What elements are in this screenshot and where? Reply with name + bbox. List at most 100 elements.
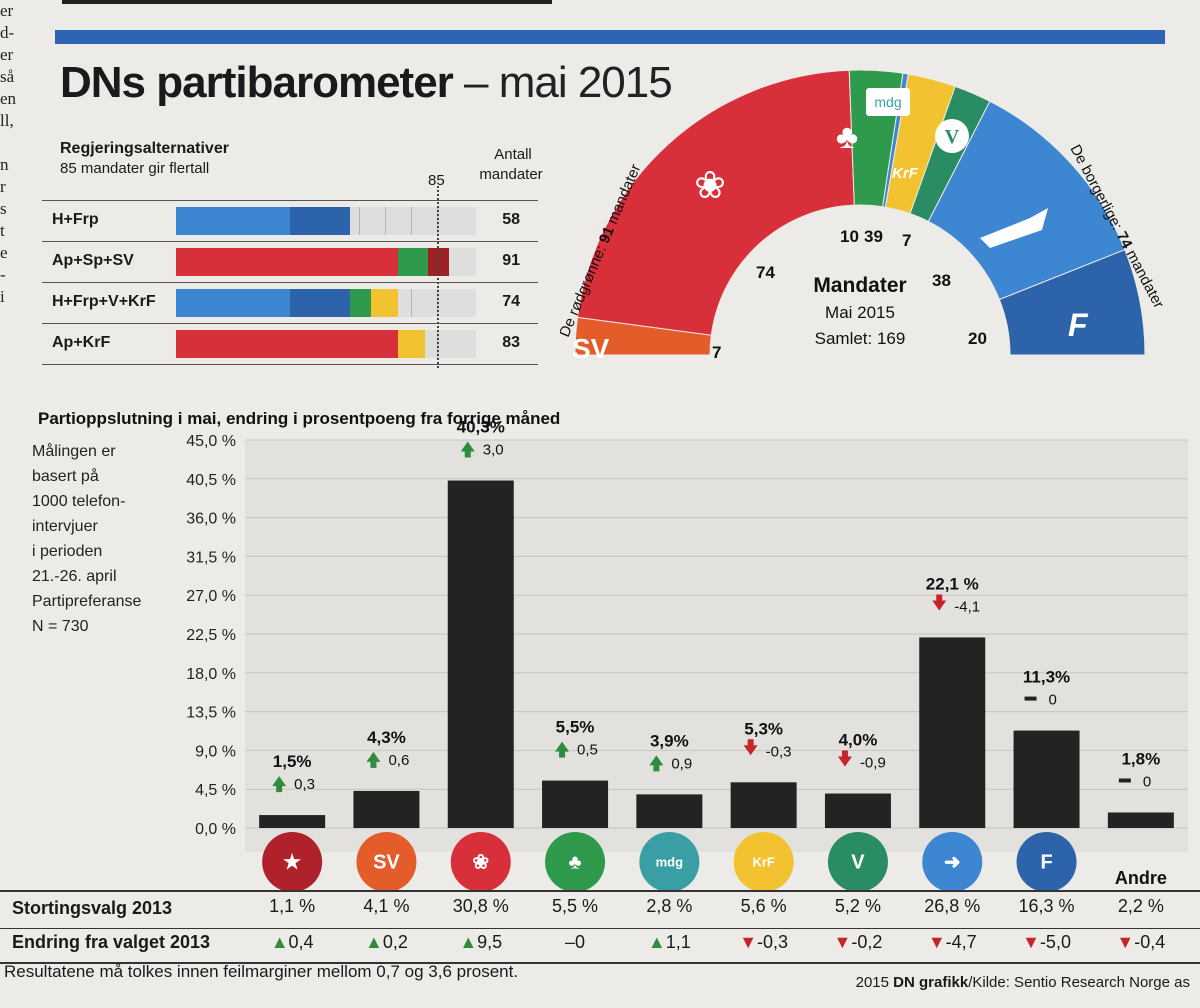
y-tick-label: 31,5 % (186, 549, 236, 566)
bar-change-label: 0,9 (671, 755, 692, 772)
seat-label-sv: 7 (712, 343, 721, 362)
change-value: 9,5 (477, 932, 503, 952)
gov-heading: Regjeringsalternativer (60, 140, 229, 157)
change-down-arrow-icon (837, 750, 852, 767)
change-value: 0 (575, 932, 586, 952)
party-logo-icon (262, 832, 323, 892)
bar-change-label: -4,1 (954, 598, 980, 615)
bar-value-label: 4,0% (839, 731, 878, 750)
bar-value-label: 22,1 % (926, 574, 979, 593)
election-cell: 5,6 % (740, 896, 787, 916)
coalition-total: 74 (502, 293, 520, 310)
seat-chart-title: Mandater (813, 274, 906, 297)
bar-krf (730, 782, 797, 828)
change-value: -4,7 (945, 932, 977, 952)
down-arrow-icon: ▼ (1022, 932, 1040, 952)
krf-logo-icon: KrF (892, 165, 919, 182)
ap-rose-icon: ❀ (694, 165, 726, 207)
y-tick-label: 36,0 % (186, 511, 236, 528)
seat-segment-frp (998, 249, 1146, 356)
seat-label-v: 7 (902, 231, 911, 250)
party-logo-text: mdg (656, 854, 684, 869)
bar-change-label: 0 (1049, 692, 1057, 709)
venstre-logo-text: V (945, 126, 960, 148)
up-arrow-icon: ▲ (365, 932, 383, 952)
change-cell: ▲0,4 (247, 932, 337, 953)
bar-rødt (259, 815, 326, 828)
election-cell: 1,1 % (269, 896, 316, 916)
bar-value-label: 3,9% (650, 731, 689, 750)
y-tick-label: 27,0 % (186, 588, 236, 605)
change-cell: ▲9,5 (436, 932, 526, 953)
support-bar-chart: Partioppslutning i mai, endring i prosen… (32, 409, 1188, 892)
margin-line: ll, (0, 111, 14, 130)
right-label-b: 74 (1113, 229, 1136, 252)
election-cell: 30,8 % (452, 896, 509, 916)
change-row: Endring fra valget 2013 (0, 926, 1200, 964)
change-value: -0,4 (1134, 932, 1166, 952)
margin-line (0, 132, 48, 154)
bar-h (919, 637, 986, 828)
credit: 2015 DN grafikk/Kilde: Sentio Research N… (856, 974, 1190, 991)
party-logo-text: ★ (283, 852, 301, 874)
margin-line: er (0, 1, 14, 20)
change-cell: ▲0,2 (341, 932, 431, 953)
down-arrow-icon: ▼ (927, 932, 946, 952)
change-flat-icon (1118, 778, 1131, 783)
party-logo-text: ❀ (472, 852, 489, 874)
method-note: 1000 telefon- (32, 493, 125, 510)
down-arrow-icon: ▼ (833, 932, 852, 952)
footnote: Resultatene må tolkes innen feilmarginer… (4, 962, 519, 981)
coalition-total: 91 (502, 252, 520, 269)
bar-change-label: 3,0 (483, 442, 504, 459)
y-tick-label: 40,5 % (186, 472, 236, 489)
change-cell: ▼-4,7 (907, 932, 997, 953)
method-note: Partipreferanse (32, 593, 141, 610)
seat-label-krf: 39 (864, 227, 883, 246)
party-logo-icon (922, 832, 983, 892)
change-value: 0,2 (382, 932, 408, 952)
title-light: – mai 2015 (452, 58, 673, 107)
bar-value-label: 11,3% (1023, 668, 1070, 687)
change-value: -0,3 (757, 932, 789, 952)
change-up-arrow-icon (555, 741, 570, 758)
up-arrow-icon: ▲ (647, 932, 666, 952)
margin-line: så (0, 67, 15, 86)
change-cell: ▼-0,4 (1096, 932, 1186, 953)
coalition-label: Ap+KrF (52, 334, 111, 351)
sp-clover-icon: ♣ (836, 118, 858, 156)
change-up-arrow-icon (272, 776, 287, 793)
bar-change-label: 0,6 (388, 752, 409, 769)
venstre-logo-icon (935, 119, 969, 153)
coalition-segment (176, 207, 290, 235)
change-down-arrow-icon (743, 739, 758, 756)
election-cell: 2,2 % (1117, 896, 1164, 916)
method-note: 21.-26. april (32, 568, 117, 585)
coalition-row: Ap+Sp+SV 91 (42, 241, 538, 282)
title-bold: DNs partibarometer (60, 58, 454, 107)
method-note: basert på (32, 467, 99, 485)
change-cell: –0 (530, 932, 620, 953)
election-cell: 5,5 % (552, 896, 599, 916)
seat-label-h: 38 (932, 271, 951, 290)
seat-label-frp: 20 (968, 329, 987, 348)
y-tick-label: 22,5 % (186, 627, 236, 644)
bar-sv (353, 790, 420, 828)
coalition-label: Ap+Sp+SV (52, 252, 134, 269)
election-cell: 16,3 % (1018, 896, 1075, 916)
majority-mark-label: 85 (428, 172, 445, 189)
coalition-segment (290, 207, 350, 235)
coalition-table: H+Frp 58 Ap+Sp+SV 91 H+Frp+V+KrF 74 Ap+KrF 83 (42, 200, 538, 365)
bar-andre (1107, 812, 1174, 828)
seat-label-sp: 10 (840, 227, 859, 246)
election-cell: 4,1 % (363, 896, 410, 916)
coalition-segment (176, 289, 290, 317)
change-cell: ▼-0,3 (719, 932, 809, 953)
coalition-total: 58 (502, 211, 520, 228)
right-column-edge (1184, 0, 1200, 460)
coalition-segment (290, 289, 350, 317)
election-cell: 26,8 % (924, 896, 981, 916)
hoyre-arrow-icon (980, 208, 1048, 248)
method-note: N = 730 (32, 618, 89, 635)
change-down-arrow-icon (932, 594, 947, 611)
